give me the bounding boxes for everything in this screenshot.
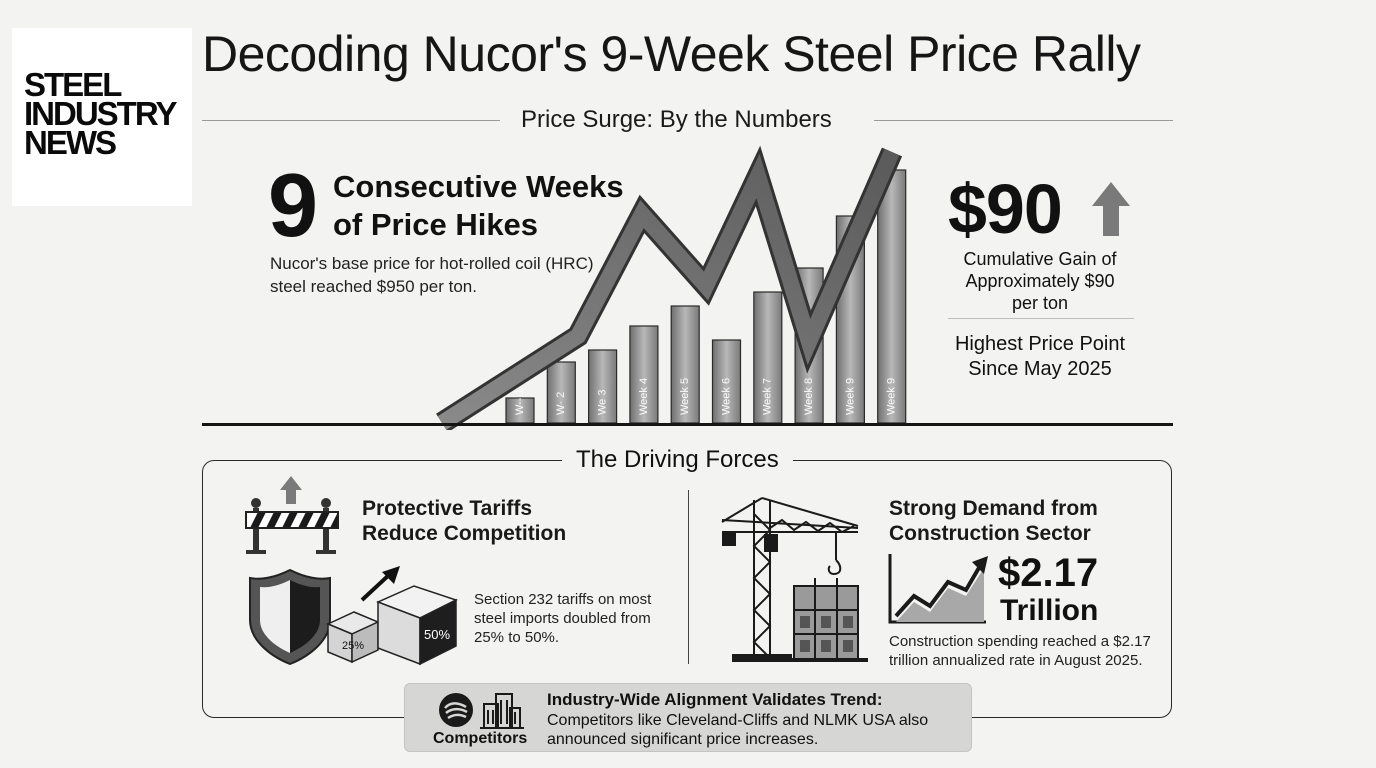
gain-description: Cumulative Gain of Approximately $90 per… (940, 248, 1140, 314)
divider (202, 120, 500, 121)
highest-price-note: Highest Price Point Since May 2025 (936, 332, 1144, 382)
bar-label: Week 5 (679, 378, 691, 415)
tariffs-description-line: steel imports doubled from (474, 610, 651, 627)
bar-label: We 3 (597, 390, 609, 415)
demand-description-line: Construction spending reached a $2.17 (889, 633, 1151, 650)
tariffs-description-line: Section 232 tariffs on most (474, 591, 652, 608)
barrier-icon (245, 476, 339, 554)
tariff-illustration: 25% 50% (249, 566, 458, 666)
box-small-icon (326, 611, 380, 664)
bar-label: Week 8 (803, 378, 815, 415)
bar-label: W-- 1 (514, 388, 526, 415)
demand-title: Strong Demand from Construction Sector (889, 496, 1098, 546)
gain-line: Approximately $90 (965, 271, 1115, 291)
weeks-description-line: steel reached $950 per ton. (270, 277, 477, 296)
growth-chart-icon (888, 554, 988, 624)
chart-bar (753, 291, 783, 424)
weeks-heading: Consecutive Weeks of Price Hikes (333, 168, 624, 244)
globe-icon (439, 693, 473, 727)
highest-line: Since May 2025 (968, 358, 1112, 380)
box-small-label: 25% (342, 640, 364, 652)
banner-heading: Industry-Wide Alignment Validates Trend: (547, 690, 883, 709)
demand-description: Construction spending reached a $2.17 tr… (889, 632, 1151, 670)
gain-line: Cumulative Gain of (963, 249, 1117, 269)
competitors-icon (439, 693, 524, 729)
bar-label: Week 4 (638, 378, 650, 415)
logo: STEEL INDUSTRY NEWS (24, 66, 177, 161)
weeks-description: Nucor's base price for hot-rolled coil (… (270, 252, 594, 298)
bar-label: W· 2 (555, 392, 567, 415)
section-heading-numbers: Price Surge: By the Numbers (521, 106, 832, 133)
tariffs-description-line: 25% to 50%. (474, 629, 560, 646)
construction-unit: Trillion (1000, 594, 1099, 627)
weeks-heading-line: of Price Hikes (333, 207, 539, 242)
banner-text: Competitors like Cleveland-Cliffs and NL… (547, 712, 929, 748)
price-chart: W-- 1 W· 2 We 3 Week 4 Week 5 Week 6 Week 7 Wee… (436, 145, 907, 430)
page-title: Decoding Nucor's 9-Week Steel Price Rall… (202, 26, 1141, 82)
logo-line: NEWS (24, 124, 117, 161)
tariffs-description: Section 232 tariffs on most steel import… (474, 590, 651, 647)
divider (948, 318, 1134, 319)
crane-icon (721, 497, 868, 662)
bar-label: Week 6 (720, 378, 732, 415)
box-large-label: 50% (424, 627, 450, 642)
chart-bar (505, 397, 535, 424)
demand-title-line: Strong Demand from (889, 497, 1098, 520)
logo-line: INDUSTRY (24, 95, 177, 132)
section-heading-forces: The Driving Forces (562, 446, 793, 474)
building-frame-icon (788, 578, 868, 662)
bar-label: Week 9 (844, 378, 856, 415)
logo-panel (12, 28, 192, 206)
competitors-label: Competitors (433, 730, 528, 747)
weeks-heading-line: Consecutive Weeks (333, 169, 624, 204)
box-large-icon (376, 585, 458, 666)
weeks-description-line: Nucor's base price for hot-rolled coil (… (270, 254, 594, 273)
bar-label: Week 9 (886, 378, 898, 415)
chart-baseline (202, 423, 1173, 426)
divider (874, 120, 1173, 121)
logo-line: STEEL (24, 66, 122, 103)
building-icon (480, 693, 524, 729)
tariffs-title: Protective Tariffs Reduce Competition (362, 496, 566, 546)
gain-value: $90 (948, 170, 1063, 248)
weeks-count: 9 (268, 156, 319, 256)
up-arrow-icon (1092, 182, 1130, 236)
demand-title-line: Construction Sector (889, 522, 1091, 545)
tariffs-title-line: Reduce Competition (362, 522, 567, 545)
gain-line: per ton (1011, 293, 1069, 313)
tariffs-title-line: Protective Tariffs (362, 497, 532, 520)
divider (688, 490, 689, 664)
demand-description-line: trillion annualized rate in August 2025. (889, 652, 1143, 669)
bar-label: Week 7 (762, 378, 774, 415)
construction-value: $2.17 (998, 551, 1099, 595)
highest-line: Highest Price Point (954, 333, 1126, 355)
